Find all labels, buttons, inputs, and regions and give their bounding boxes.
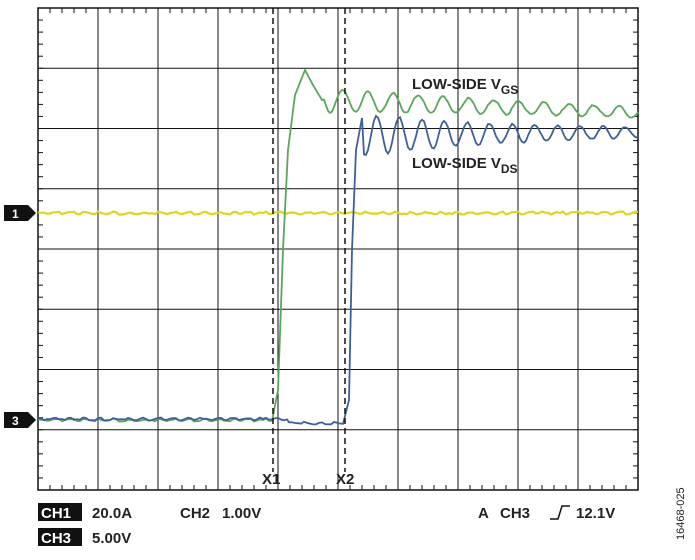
- ch3-trace: [37, 114, 639, 426]
- trigger-edge-icon: [550, 505, 570, 520]
- trace-label-text: LOW-SIDE V: [412, 76, 501, 93]
- channel-scale: 1.00V: [222, 505, 261, 522]
- trace-label: LOW-SIDE VDS: [412, 155, 518, 176]
- channel-badge: [38, 528, 82, 546]
- grid: [37, 7, 639, 491]
- channel-marker: [4, 412, 36, 428]
- trace-label-text: LOW-SIDE V: [412, 155, 501, 172]
- waveforms: [37, 67, 639, 426]
- channel-marker-label: 3: [12, 414, 19, 428]
- ch2-trace: [37, 67, 639, 423]
- ch1-trace: [37, 210, 639, 216]
- trace-label: LOW-SIDE VGS: [412, 76, 518, 97]
- cursor-label: X1: [262, 471, 280, 488]
- channel-badge: [38, 503, 82, 521]
- trigger-mode: A: [478, 505, 489, 522]
- trigger-level: 12.1V: [576, 505, 615, 522]
- channel-marker-label: 1: [12, 207, 19, 221]
- channel-scale: 5.00V: [92, 530, 131, 547]
- trace-label-sub: DS: [501, 162, 518, 176]
- trace-label-sub: GS: [501, 83, 518, 97]
- figure-id: 16468-025: [675, 487, 687, 540]
- channel-marker: [4, 205, 36, 221]
- channel-name: CH1: [41, 505, 71, 522]
- channel-name: CH3: [41, 530, 71, 547]
- cursor-label: X2: [336, 471, 354, 488]
- trigger-source: CH3: [500, 505, 530, 522]
- channel-name: CH2: [180, 505, 210, 522]
- channel-scale: 20.0A: [92, 505, 132, 522]
